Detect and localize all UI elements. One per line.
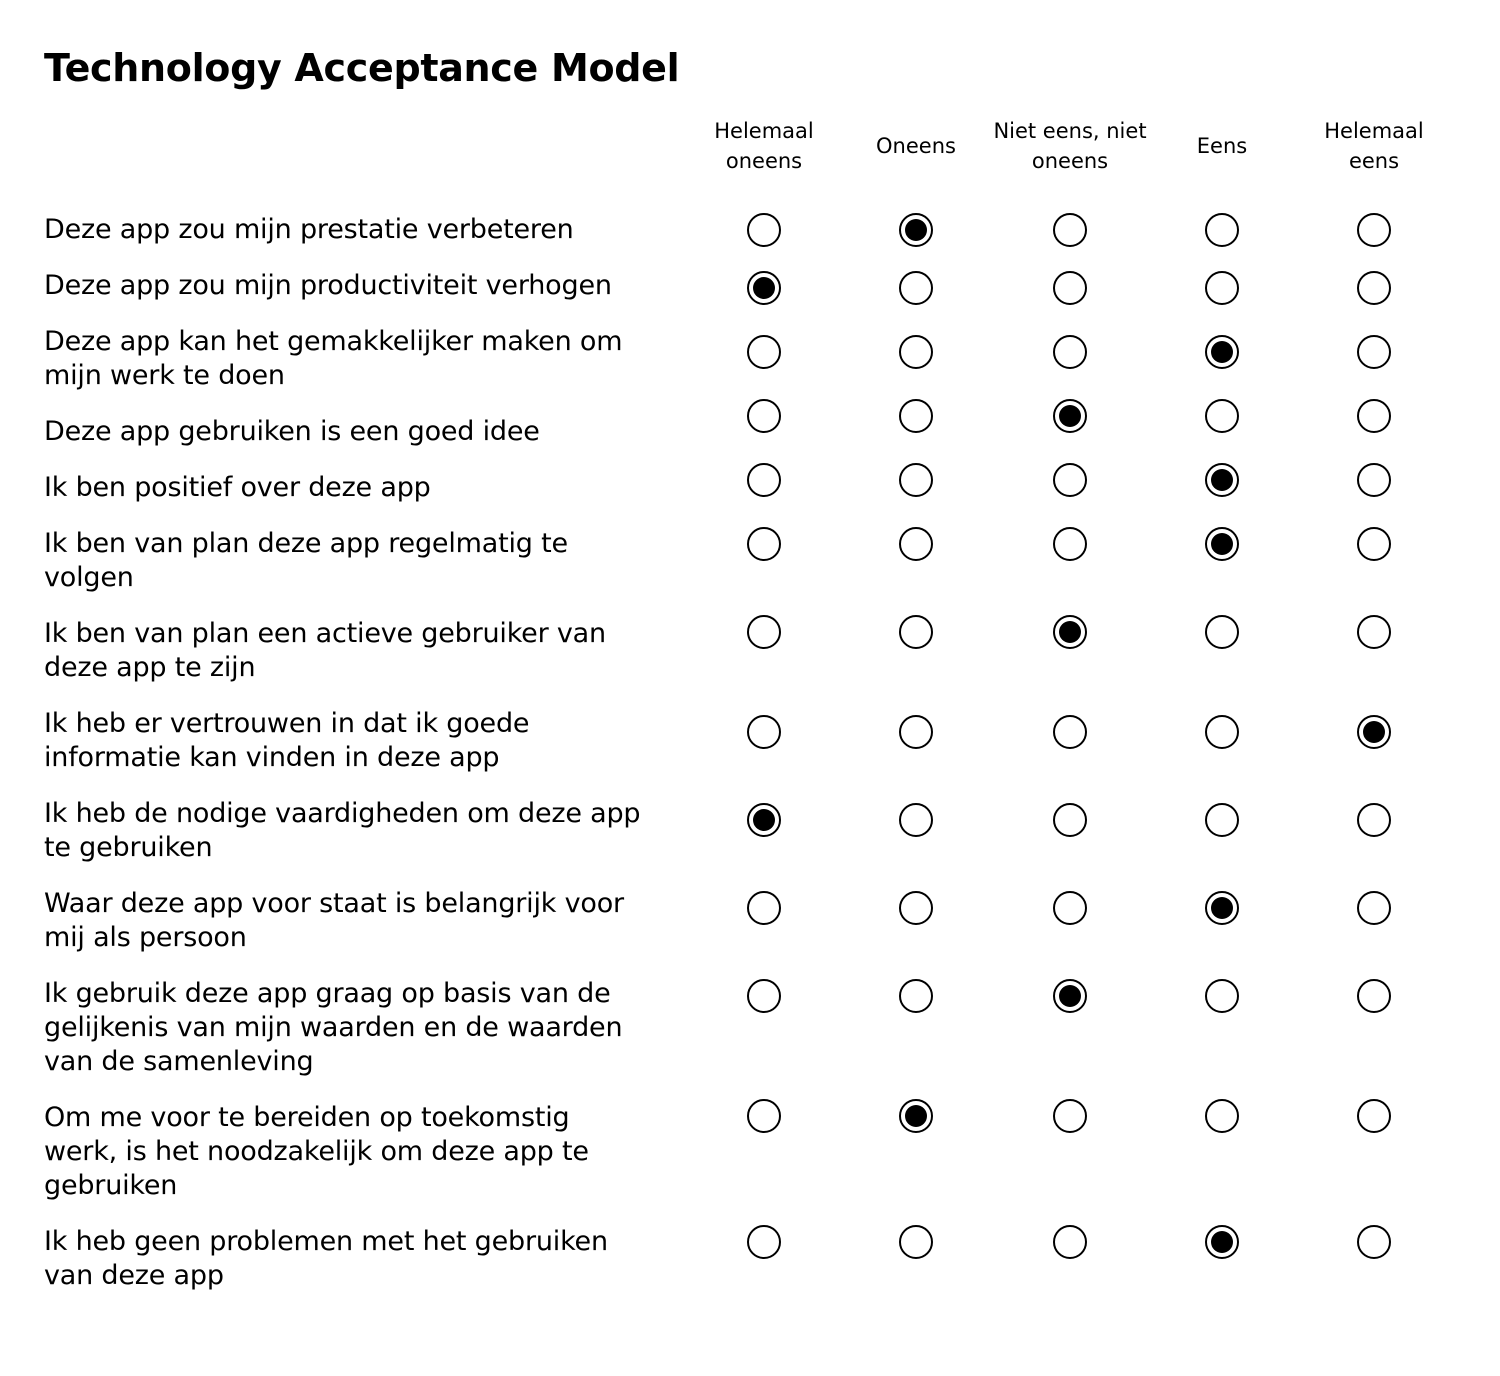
question-text: Deze app zou mijn prestatie verbeteren: [44, 214, 574, 245]
radio-option-5[interactable]: [1357, 213, 1391, 247]
radio-option-1[interactable]: [747, 803, 781, 837]
radio-option-5[interactable]: [1357, 463, 1391, 497]
radio-option-3[interactable]: [1053, 891, 1087, 925]
radio-option-5[interactable]: [1357, 891, 1391, 925]
radio-option-3[interactable]: [1053, 527, 1087, 561]
radio-option-4[interactable]: [1205, 979, 1239, 1013]
column-header-2: Oneens: [876, 134, 956, 158]
question-text: Ik gebruik deze app graag op basis van d…: [44, 978, 623, 1077]
question-text: Deze app zou mijn productiviteit verhoge…: [44, 270, 612, 301]
radio-option-5[interactable]: [1357, 715, 1391, 749]
radio-option-1[interactable]: [747, 891, 781, 925]
radio-option-3[interactable]: [1053, 463, 1087, 497]
radio-option-2[interactable]: [899, 335, 933, 369]
radio-option-1[interactable]: [747, 1099, 781, 1133]
question-text: Om me voor te bereiden op toekomstig wer…: [44, 1102, 589, 1201]
radio-option-2[interactable]: [899, 527, 933, 561]
radio-option-4[interactable]: [1205, 527, 1239, 561]
question-text: Deze app gebruiken is een goed idee: [44, 416, 540, 447]
radio-option-3[interactable]: [1053, 715, 1087, 749]
question-text: Ik ben van plan deze app regelmatig te v…: [44, 528, 568, 593]
page-title: Technology Acceptance Model: [44, 46, 680, 90]
column-header-1: Helemaal oneens: [714, 119, 814, 173]
radio-option-5[interactable]: [1357, 335, 1391, 369]
radio-option-2[interactable]: [899, 399, 933, 433]
radio-option-1[interactable]: [747, 399, 781, 433]
radio-option-2[interactable]: [899, 615, 933, 649]
radio-option-3[interactable]: [1053, 803, 1087, 837]
radio-option-2[interactable]: [899, 463, 933, 497]
radio-option-3[interactable]: [1053, 615, 1087, 649]
radio-option-2[interactable]: [899, 803, 933, 837]
radio-option-3[interactable]: [1053, 271, 1087, 305]
radio-option-2[interactable]: [899, 979, 933, 1013]
question-text: Waar deze app voor staat is belangrijk v…: [44, 888, 624, 953]
question-text: Ik heb er vertrouwen in dat ik goede inf…: [44, 708, 530, 773]
question-text: Ik heb geen problemen met het gebruiken …: [44, 1226, 608, 1291]
radio-option-2[interactable]: [899, 271, 933, 305]
radio-option-4[interactable]: [1205, 1225, 1239, 1259]
radio-option-5[interactable]: [1357, 271, 1391, 305]
radio-option-4[interactable]: [1205, 335, 1239, 369]
radio-option-3[interactable]: [1053, 1225, 1087, 1259]
radio-option-5[interactable]: [1357, 399, 1391, 433]
radio-option-3[interactable]: [1053, 213, 1087, 247]
radio-option-2[interactable]: [899, 1099, 933, 1133]
radio-option-4[interactable]: [1205, 271, 1239, 305]
radio-option-4[interactable]: [1205, 891, 1239, 925]
radio-option-2[interactable]: [899, 891, 933, 925]
radio-option-4[interactable]: [1205, 715, 1239, 749]
radio-option-1[interactable]: [747, 271, 781, 305]
radio-option-1[interactable]: [747, 979, 781, 1013]
question-text: Ik ben van plan een actieve gebruiker va…: [44, 618, 606, 683]
radio-option-2[interactable]: [899, 1225, 933, 1259]
radio-option-4[interactable]: [1205, 1099, 1239, 1133]
radio-option-3[interactable]: [1053, 335, 1087, 369]
radio-option-5[interactable]: [1357, 615, 1391, 649]
question-text: Ik ben positief over deze app: [44, 472, 431, 503]
question-text: Ik heb de nodige vaardigheden om deze ap…: [44, 798, 641, 863]
radio-option-1[interactable]: [747, 527, 781, 561]
radio-option-1[interactable]: [747, 213, 781, 247]
radio-option-4[interactable]: [1205, 213, 1239, 247]
radio-option-2[interactable]: [899, 213, 933, 247]
question-text: Deze app kan het gemakkelijker maken om …: [44, 326, 623, 391]
radio-option-3[interactable]: [1053, 979, 1087, 1013]
radio-option-5[interactable]: [1357, 527, 1391, 561]
radio-option-5[interactable]: [1357, 1099, 1391, 1133]
radio-option-1[interactable]: [747, 715, 781, 749]
radio-option-1[interactable]: [747, 615, 781, 649]
radio-option-5[interactable]: [1357, 803, 1391, 837]
column-header-4: Eens: [1196, 134, 1248, 158]
radio-option-1[interactable]: [747, 463, 781, 497]
radio-option-4[interactable]: [1205, 463, 1239, 497]
radio-option-5[interactable]: [1357, 979, 1391, 1013]
radio-option-1[interactable]: [747, 1225, 781, 1259]
radio-option-1[interactable]: [747, 335, 781, 369]
radio-option-3[interactable]: [1053, 399, 1087, 433]
column-header-5: Helemaal eens: [1324, 119, 1424, 173]
radio-option-2[interactable]: [899, 715, 933, 749]
radio-option-3[interactable]: [1053, 1099, 1087, 1133]
radio-option-4[interactable]: [1205, 615, 1239, 649]
radio-option-5[interactable]: [1357, 1225, 1391, 1259]
radio-option-4[interactable]: [1205, 399, 1239, 433]
radio-option-4[interactable]: [1205, 803, 1239, 837]
column-header-3: Niet eens, niet oneens: [993, 119, 1147, 173]
